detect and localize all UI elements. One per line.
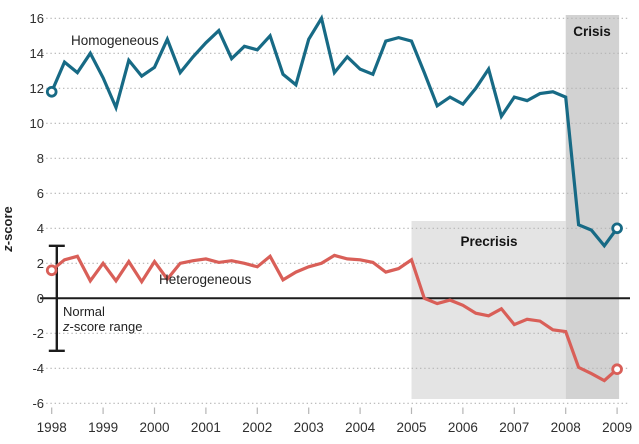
y-tick-label-2: 2 (37, 256, 44, 271)
y-tick-label--4: -4 (32, 361, 44, 376)
y-tick-label-6: 6 (37, 186, 44, 201)
y-tick-label-8: 8 (37, 151, 44, 166)
axis-layer: 16 14 12 10 8 6 4 2 0 -2 -4 -6 1998 1999 2000 2001 2002 2… (30, 11, 633, 435)
x-tick-label-2002: 2002 (242, 420, 272, 435)
x-tick-label-2004: 2004 (345, 420, 376, 435)
x-tick-label-2000: 2000 (139, 420, 169, 435)
precrisis-band (411, 221, 566, 399)
normal-range-label-rest: -score range (70, 319, 143, 334)
series-layer (45, 14, 623, 383)
x-tick-label-2003: 2003 (294, 420, 324, 435)
y-axis-title: z-score (0, 206, 15, 253)
x-tick-label-1999: 1999 (88, 420, 118, 435)
y-tick-label-14: 14 (30, 46, 44, 61)
homogeneous-series-label: Homogeneous (71, 33, 159, 48)
normal-range-label-line2: z-score range (62, 319, 142, 334)
x-tick-label-2007: 2007 (499, 420, 529, 435)
y-axis-title-z: z (0, 245, 15, 253)
x-tick-label-1998: 1998 (37, 420, 67, 435)
x-tick-label-2006: 2006 (448, 420, 478, 435)
crisis-band-label: Crisis (573, 24, 611, 39)
y-tick-label--6: -6 (32, 396, 44, 411)
heterogeneous-line (50, 253, 619, 383)
normal-range-label-z: z (62, 319, 70, 334)
x-tick-label-2009: 2009 (602, 420, 632, 435)
precrisis-band-label: Precrisis (460, 234, 517, 249)
y-tick-label-12: 12 (30, 81, 44, 96)
heterogeneous-start-marker (45, 264, 58, 277)
grid-layer (40, 17, 630, 404)
homogeneous-end-marker (611, 222, 623, 235)
y-tick-label-10: 10 (30, 116, 44, 131)
normal-range-label-line1: Normal (63, 304, 105, 319)
x-tick-label-2005: 2005 (396, 420, 426, 435)
y-tick-label-0: 0 (37, 291, 44, 306)
y-tick-label-4: 4 (37, 221, 44, 236)
bands-layer (411, 15, 620, 399)
y-axis-title-rest: -score (0, 206, 15, 245)
heterogeneous-end-marker (611, 363, 623, 376)
y-tick-label--2: -2 (32, 326, 44, 341)
homogeneous-line (50, 14, 619, 249)
x-tick-label-2001: 2001 (191, 420, 221, 435)
y-tick-label-16: 16 (30, 11, 44, 26)
homogeneous-start-marker (45, 86, 58, 98)
x-tick-label-2008: 2008 (551, 420, 581, 435)
heterogeneous-series-label: Heterogeneous (159, 272, 252, 287)
crisis-band (565, 15, 620, 399)
